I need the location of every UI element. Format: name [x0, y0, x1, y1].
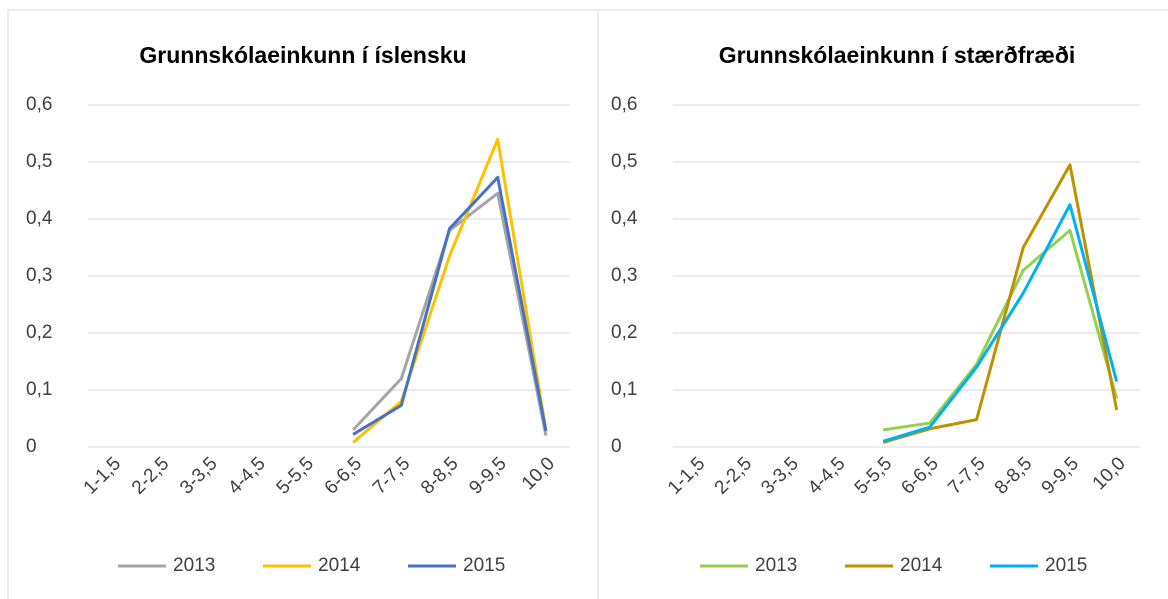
legend-label: 2014: [318, 555, 361, 576]
legend-label: 2013: [173, 555, 215, 576]
series-line: [352, 175, 548, 436]
x-tick-label: 9-9,5: [1038, 453, 1083, 498]
y-tick-label: 0,2: [26, 322, 52, 343]
legend-label: 2015: [1045, 555, 1087, 576]
chart-title: Grunnskólaeinkunn í íslensku: [139, 42, 466, 68]
x-tick-label: 6-6,5: [321, 453, 366, 498]
series-line: [882, 228, 1119, 432]
y-tick-label: 0,5: [26, 151, 52, 172]
x-tick-label: 1-1,5: [80, 453, 125, 498]
y-tick-label: 0,4: [26, 208, 53, 229]
x-tick-label: 4-4,5: [224, 453, 269, 498]
x-tick-label: 3-3,5: [757, 453, 802, 498]
x-tick-label: 3-3,5: [176, 453, 221, 498]
y-tick-label: 0,4: [611, 208, 638, 229]
x-tick-label: 8-8,5: [991, 453, 1036, 498]
x-tick-label: 9-9,5: [465, 453, 510, 498]
x-tick-label: 5-5,5: [273, 453, 318, 498]
y-tick-label: 0,1: [26, 379, 52, 400]
y-tick-label: 0,2: [611, 322, 637, 343]
legend-label: 2014: [900, 555, 943, 576]
x-tick-label: 7-7,5: [944, 453, 989, 498]
x-tick-label: 10,0: [518, 453, 559, 494]
y-tick-label: 0,3: [611, 265, 637, 286]
x-tick-label: 1-1,5: [664, 453, 709, 498]
x-tick-label: 5-5,5: [851, 453, 896, 498]
x-tick-label: 2-2,5: [128, 453, 173, 498]
y-tick-label: 0,6: [26, 94, 52, 115]
legend-label: 2013: [755, 555, 797, 576]
x-tick-label: 2-2,5: [711, 453, 756, 498]
chart-title: Grunnskólaeinkunn í stærðfræði: [719, 42, 1076, 68]
x-tick-label: 7-7,5: [369, 453, 414, 498]
series-line: [882, 203, 1119, 443]
series-line: [882, 163, 1119, 444]
y-tick-label: 0,3: [26, 265, 52, 286]
y-tick-label: 0,1: [611, 379, 637, 400]
y-tick-label: 0: [611, 436, 622, 457]
x-tick-label: 4-4,5: [804, 453, 849, 498]
x-tick-label: 6-6,5: [897, 453, 942, 498]
panel-border: [7, 9, 599, 599]
x-tick-label: 10,0: [1089, 453, 1130, 494]
panel-border: [597, 9, 1168, 599]
legend-label: 2015: [463, 555, 505, 576]
y-tick-label: 0,5: [611, 151, 637, 172]
y-tick-label: 0,6: [611, 94, 637, 115]
y-tick-label: 0: [26, 436, 37, 457]
x-tick-label: 8-8,5: [417, 453, 462, 498]
